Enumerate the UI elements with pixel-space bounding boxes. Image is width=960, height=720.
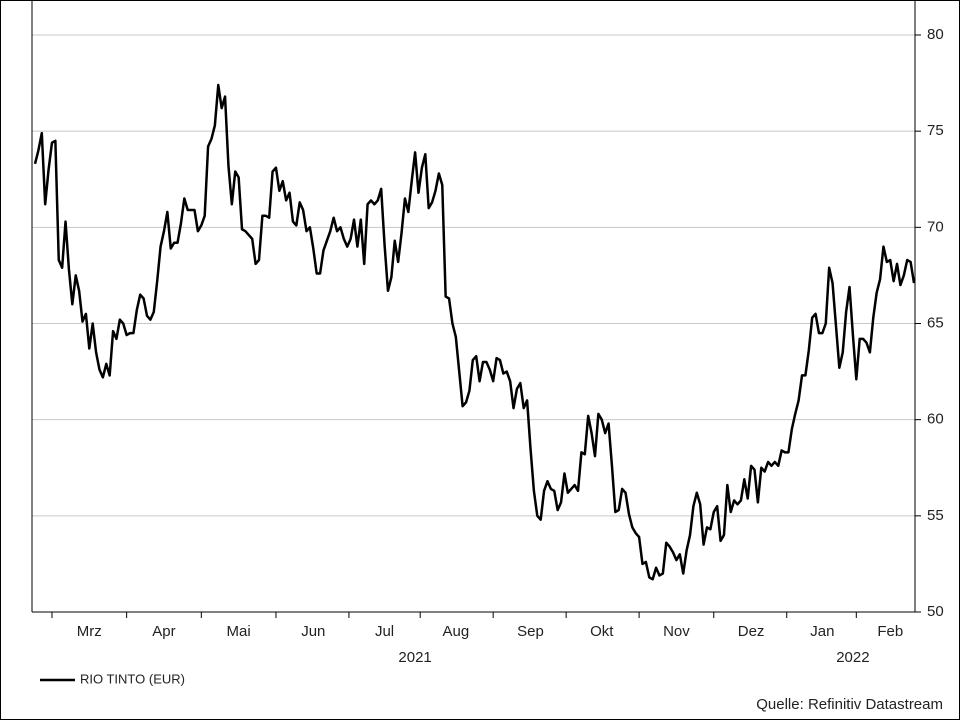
x-tick-label: Jan: [810, 623, 834, 640]
x-tick-label: Mrz: [77, 623, 102, 640]
y-tick-label: 65: [927, 314, 944, 331]
price-line: [33, 83, 916, 581]
y-tick-label: 70: [927, 218, 944, 235]
y-tick-label: 80: [927, 26, 944, 43]
x-tick-label: Dez: [738, 623, 765, 640]
x-tick-label: Aug: [442, 623, 469, 640]
x-tick-label: Mai: [227, 623, 251, 640]
x-tick-label: Jun: [301, 623, 325, 640]
year-label: 2022: [836, 649, 869, 666]
y-tick-label: 50: [927, 603, 944, 620]
year-label: 2021: [398, 649, 431, 666]
y-tick-label: 75: [927, 122, 944, 139]
x-tick-label: Okt: [590, 623, 614, 640]
x-tick-label: Nov: [663, 623, 690, 640]
legend-label: RIO TINTO (EUR): [80, 671, 185, 686]
source-note: Quelle: Refinitiv Datastream: [756, 696, 943, 713]
y-tick-label: 55: [927, 507, 944, 524]
x-tick-label: Sep: [517, 623, 544, 640]
x-tick-label: Apr: [152, 623, 175, 640]
y-tick-label: 60: [927, 411, 944, 428]
x-tick-label: Jul: [375, 623, 394, 640]
x-tick-label: Feb: [877, 623, 903, 640]
